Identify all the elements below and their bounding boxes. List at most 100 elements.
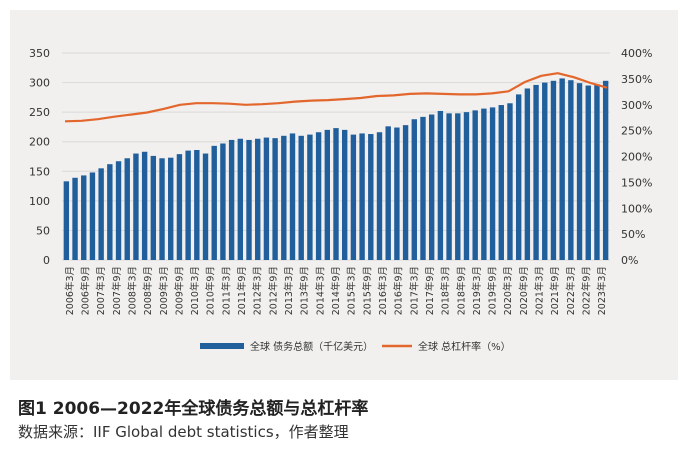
debt-bar — [81, 175, 87, 260]
debt-bar — [368, 134, 374, 260]
x-axis-tick-label: 2006年9月 — [79, 266, 91, 315]
right-axis-tick-label: 400% — [621, 47, 652, 60]
debt-bar — [159, 158, 165, 260]
debt-bar — [255, 138, 261, 260]
debt-bar — [89, 172, 96, 260]
debt-bar — [315, 132, 322, 260]
debt-bar — [507, 103, 513, 261]
debt-bar — [550, 80, 557, 260]
x-axis-tick-label: 2023年3月 — [596, 266, 608, 315]
debt-bar — [359, 133, 365, 260]
right-axis-tick-label: 0% — [621, 254, 638, 267]
x-axis-tick-label: 2018年9月 — [455, 266, 467, 315]
x-axis-tick-label: 2019年9月 — [487, 266, 499, 315]
x-axis-tick-label: 2012年3月 — [252, 266, 264, 315]
x-axis-tick-label: 2007年3月 — [95, 266, 107, 315]
x-axis-tick-label: 2007年9月 — [111, 266, 123, 315]
debt-bar — [185, 150, 191, 260]
leverage-line — [64, 72, 608, 123]
right-axis-tick-label: 350% — [621, 73, 652, 86]
right-axis-tick-label: 250% — [621, 125, 652, 138]
debt-bar — [481, 108, 487, 260]
debt-bar — [115, 161, 122, 260]
x-axis-tick-label: 2021年3月 — [534, 266, 546, 315]
debt-bar — [498, 105, 504, 260]
chart-panel: 0 50 100 150 200 250 300 350 0% 50% 100% 150% 200% 2… — [10, 10, 678, 380]
debt-bar — [246, 139, 252, 260]
debt-bar — [428, 114, 435, 260]
debt-bar — [194, 149, 200, 260]
debt-bar — [333, 128, 339, 260]
x-axis-tick-label: 2021年9月 — [549, 266, 561, 315]
x-axis-tick-label: 2011年9月 — [236, 266, 248, 315]
debt-bar — [211, 145, 217, 260]
x-axis-tick-label: 2014年9月 — [330, 266, 342, 315]
x-axis-tick-label: 2017年9月 — [424, 266, 436, 315]
left-axis-ticks: 0 50 100 150 200 250 300 350 — [29, 47, 50, 267]
x-axis-tick-label: 2022年9月 — [581, 266, 593, 315]
x-axis-tick-label: 2013年3月 — [283, 266, 295, 315]
debt-bar — [446, 113, 452, 260]
debt-bar — [133, 153, 139, 260]
debt-bar — [542, 82, 548, 260]
debt-bar — [402, 125, 409, 260]
x-axis-tick-label: 2006年3月 — [64, 266, 76, 315]
debt-bar — [576, 83, 583, 260]
legend: 全球 债务总额（千亿美元） 全球 总杠杆率（%） — [200, 340, 511, 353]
legend-bar-swatch — [200, 343, 244, 349]
debt-bar — [263, 137, 270, 260]
right-axis-tick-label: 100% — [621, 202, 652, 215]
debt-bar — [489, 107, 496, 260]
debt-bar — [342, 129, 348, 260]
left-axis-tick-label: 50 — [36, 224, 50, 237]
x-axis-tick-label: 2016年3月 — [377, 266, 389, 315]
debt-bar — [472, 110, 478, 261]
debt-bar — [411, 119, 417, 261]
debt-bar — [98, 168, 104, 260]
left-axis-tick-label: 300 — [29, 77, 50, 90]
x-axis-tick-label: 2015年3月 — [346, 266, 358, 315]
legend-bar-label: 全球 债务总额（千亿美元） — [250, 340, 373, 353]
debt-bar — [324, 129, 330, 260]
debt-bar — [298, 135, 304, 260]
x-axis-tick-label: 2008年3月 — [126, 266, 138, 315]
x-axis-tick-label: 2020年3月 — [502, 266, 514, 315]
x-axis-tick-label: 2018年3月 — [440, 266, 452, 315]
left-axis-tick-label: 350 — [29, 47, 50, 60]
debt-bar — [63, 181, 70, 260]
left-axis-tick-label: 200 — [29, 136, 50, 149]
left-axis-tick-label: 0 — [43, 254, 50, 267]
x-axis-tick-label: 2009年3月 — [158, 266, 170, 315]
debt-bar — [281, 135, 287, 260]
debt-bar — [141, 151, 148, 260]
debt-bar — [437, 110, 444, 261]
x-axis-tick-label: 2015年9月 — [361, 266, 373, 315]
x-axis-tick-label: 2014年3月 — [314, 266, 326, 315]
figure-caption: 图1 2006—2022年全球债务总额与总杠杆率 — [18, 399, 369, 419]
debt-bar — [202, 153, 209, 260]
debt-bar — [376, 132, 383, 260]
right-axis-tick-label: 150% — [621, 176, 652, 189]
debt-bar — [72, 177, 78, 260]
right-axis-tick-label: 200% — [621, 151, 652, 164]
x-axis-tick-label: 2022年3月 — [565, 266, 577, 315]
debt-bar — [107, 164, 113, 260]
debt-bar — [237, 138, 244, 260]
debt-bar — [168, 157, 174, 260]
right-axis-tick-label: 300% — [621, 99, 652, 112]
debt-bar — [307, 134, 313, 260]
x-axis-tick-label: 2011年3月 — [220, 266, 232, 315]
data-source-note: 数据来源：IIF Global debt statistics，作者整理 — [18, 423, 349, 441]
debt-bar — [602, 80, 609, 260]
debt-bar — [594, 84, 600, 261]
debt-bars — [63, 78, 609, 261]
x-axis-tick-label: 2020年9月 — [518, 266, 530, 315]
debt-bar — [455, 113, 461, 260]
debt-bar — [124, 158, 130, 260]
debt-bar — [220, 143, 226, 260]
x-axis-tick-label: 2010年3月 — [189, 266, 201, 315]
debt-bar — [289, 133, 296, 260]
right-axis-tick-label: 50% — [621, 228, 645, 241]
x-axis-tick-label: 2017年3月 — [408, 266, 420, 315]
debt-bar — [176, 154, 183, 260]
